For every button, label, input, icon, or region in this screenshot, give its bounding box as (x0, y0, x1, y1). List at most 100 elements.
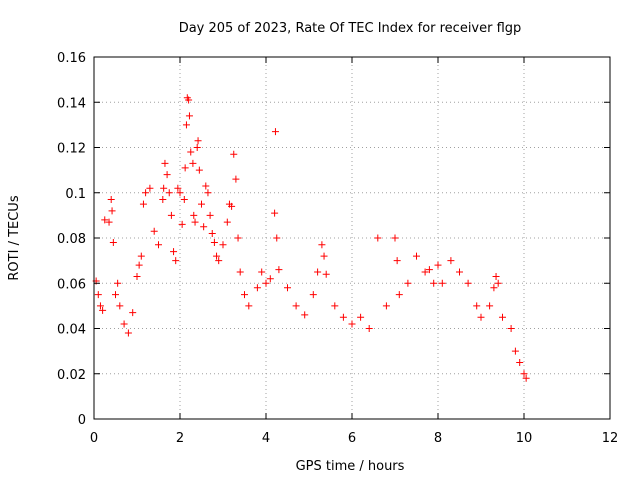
y-tick-label: 0.1 (65, 187, 86, 202)
data-point (137, 252, 145, 260)
x-axis-label: GPS time / hours (296, 459, 405, 474)
data-point (258, 268, 266, 276)
data-point (191, 218, 199, 226)
y-axis-label: ROTI / TECUs (7, 195, 22, 280)
data-point (232, 175, 240, 183)
x-tick-label: 6 (348, 431, 356, 446)
data-point (507, 325, 515, 332)
data-point (473, 302, 481, 310)
data-point (365, 325, 373, 332)
data-point (516, 358, 524, 366)
data-point (170, 248, 178, 256)
data-point (165, 189, 173, 197)
x-tick-labels: 0 2 4 6 8 10 12 (90, 431, 618, 446)
data-point (464, 279, 472, 287)
data-point (193, 144, 201, 151)
data-point (262, 279, 270, 287)
data-point (182, 121, 190, 129)
x-tick-label: 8 (434, 431, 442, 446)
data-point (150, 227, 158, 235)
x-tick-label: 0 (90, 431, 98, 446)
data-point (275, 266, 283, 274)
axis-ticks (93, 56, 611, 420)
data-point (105, 218, 113, 226)
data-point (395, 291, 403, 299)
data-point (108, 207, 116, 215)
data-point (198, 200, 205, 208)
data-point (167, 211, 175, 219)
data-point (456, 268, 463, 276)
data-point (176, 189, 184, 197)
data-point (190, 211, 198, 219)
data-point (213, 252, 221, 260)
data-point (511, 347, 519, 355)
data-point (206, 211, 214, 219)
data-point (520, 370, 528, 378)
data-point (318, 241, 326, 249)
data-point (271, 209, 279, 217)
y-tick-label: 0.02 (57, 368, 86, 383)
data-point (185, 112, 193, 120)
data-point (96, 302, 104, 310)
data-point (438, 279, 446, 287)
data-point (434, 261, 442, 269)
data-point (172, 257, 180, 265)
data-point (253, 284, 261, 292)
data-point (202, 182, 210, 190)
data-point (204, 189, 212, 197)
y-tick-label: 0 (78, 413, 86, 428)
data-point (425, 266, 433, 274)
data-point (320, 252, 328, 260)
data-point (339, 313, 347, 321)
data-point (393, 257, 401, 265)
data-point (522, 374, 530, 382)
data-point (314, 268, 322, 276)
data-point (447, 257, 455, 265)
data-point (413, 252, 420, 260)
data-point (181, 164, 189, 172)
data-point (421, 268, 429, 276)
x-tick-label: 10 (516, 431, 533, 446)
data-point (219, 241, 227, 249)
data-point (187, 148, 195, 156)
data-point (185, 96, 193, 104)
y-tick-label: 0.14 (57, 96, 86, 111)
data-point (309, 291, 317, 299)
data-point (116, 302, 124, 310)
data-point (146, 184, 154, 192)
data-point (322, 270, 330, 278)
data-point (223, 218, 231, 226)
data-point (135, 261, 143, 269)
data-point (99, 306, 107, 314)
data-point (112, 291, 119, 299)
y-tick-label: 0.04 (57, 323, 86, 338)
data-point (292, 302, 300, 310)
data-point (180, 196, 188, 204)
data-point (133, 272, 141, 280)
data-point (391, 234, 399, 242)
data-point (210, 239, 218, 247)
data-point (194, 137, 202, 145)
data-point (234, 234, 242, 242)
data-point (273, 234, 281, 242)
y-tick-label: 0.16 (57, 51, 86, 66)
data-point (101, 216, 109, 224)
data-point (215, 257, 223, 265)
data-point (486, 302, 494, 310)
x-tick-label: 12 (602, 431, 619, 446)
data-point (331, 302, 339, 310)
data-point (357, 313, 365, 321)
data-point (109, 239, 117, 247)
data-point (139, 200, 147, 208)
y-tick-label: 0.12 (57, 142, 86, 157)
data-point (94, 291, 102, 299)
data-point (490, 284, 498, 292)
data-point (161, 159, 169, 167)
data-point (266, 275, 274, 283)
data-point (208, 229, 216, 237)
data-point (271, 128, 279, 136)
chart-title: Day 205 of 2023, Rate Of TEC Index for r… (179, 21, 522, 36)
y-tick-label: 0.08 (57, 232, 86, 247)
data-point (200, 223, 208, 231)
